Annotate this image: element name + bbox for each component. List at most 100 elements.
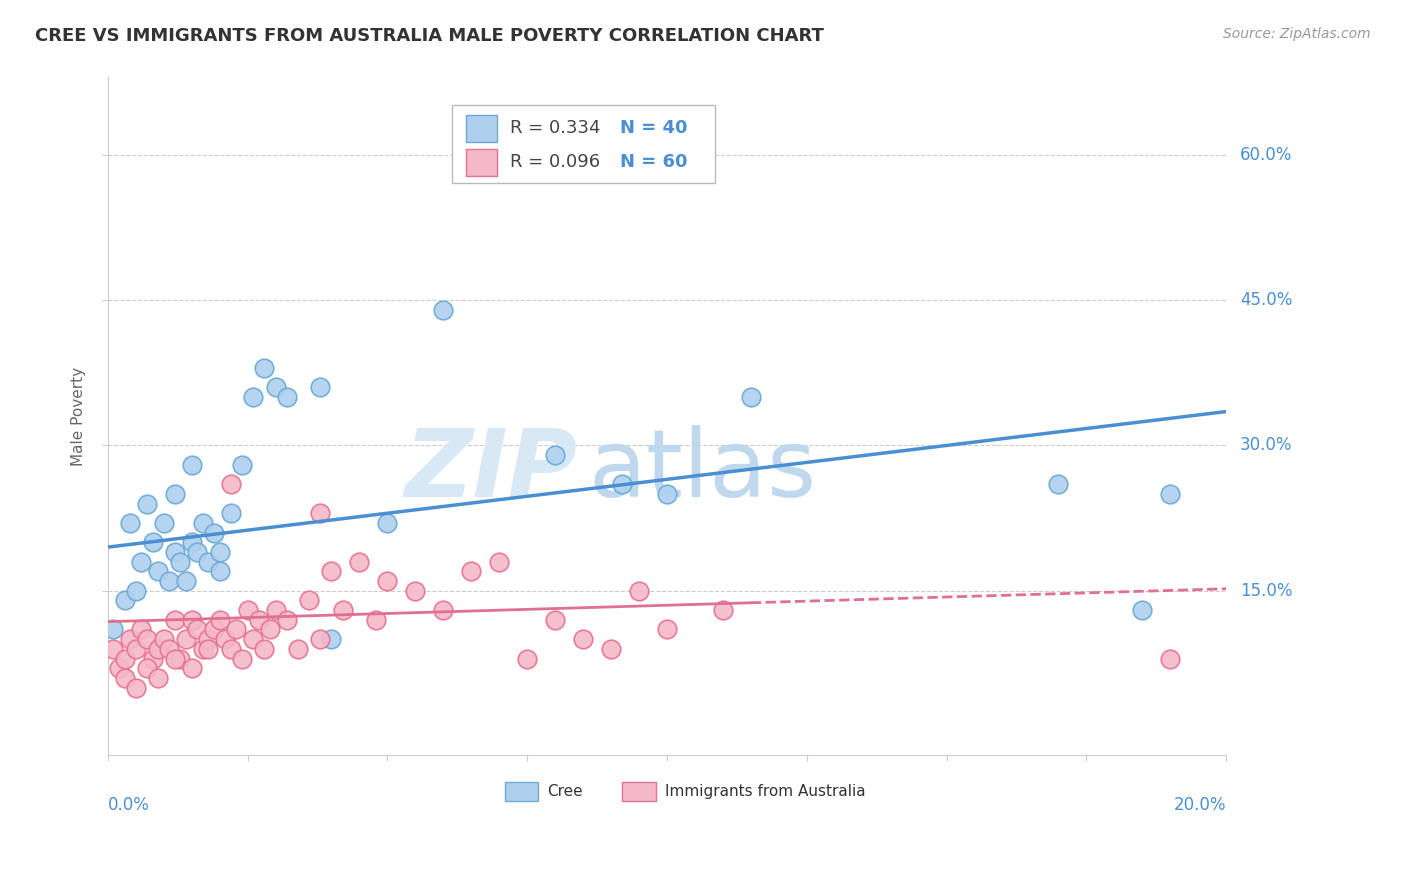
Point (242, 390, 264, 404)
Point (208, 613, 231, 627)
Point (655, 487, 678, 501)
Text: Source: ZipAtlas.com: Source: ZipAtlas.com (1223, 27, 1371, 41)
Bar (623, 782, 655, 801)
Point (152, 632, 174, 647)
Point (404, 583, 426, 598)
Point (163, 613, 186, 627)
Point (332, 603, 354, 617)
Point (114, 671, 136, 685)
Point (186, 623, 208, 637)
Point (208, 545, 231, 559)
Point (135, 632, 157, 647)
Point (186, 545, 208, 559)
Point (169, 555, 191, 569)
Point (191, 641, 214, 656)
Point (219, 641, 242, 656)
Text: 45.0%: 45.0% (1240, 291, 1292, 310)
Point (163, 545, 186, 559)
Point (309, 632, 332, 647)
Point (1159, 651, 1181, 665)
Point (131, 555, 153, 569)
Text: R = 0.096: R = 0.096 (510, 153, 600, 171)
Point (141, 535, 163, 549)
Point (180, 458, 202, 472)
Point (236, 603, 259, 617)
Point (225, 623, 247, 637)
Point (377, 516, 399, 530)
Point (169, 651, 191, 665)
Point (600, 641, 623, 656)
Point (740, 390, 762, 404)
Point (287, 641, 309, 656)
Point (377, 574, 399, 588)
Point (231, 651, 253, 665)
Point (253, 641, 276, 656)
Text: 20.0%: 20.0% (1174, 796, 1226, 814)
Point (264, 603, 287, 617)
Point (163, 487, 186, 501)
Text: 30.0%: 30.0% (1240, 436, 1292, 454)
Text: atlas: atlas (589, 425, 817, 516)
Y-axis label: Male Poverty: Male Poverty (72, 367, 86, 466)
Point (120, 632, 142, 647)
Text: 60.0%: 60.0% (1240, 146, 1292, 164)
Point (157, 641, 180, 656)
Point (349, 555, 371, 569)
Point (125, 641, 148, 656)
Point (219, 506, 242, 520)
FancyBboxPatch shape (453, 104, 716, 183)
Point (276, 390, 298, 404)
Point (309, 506, 332, 520)
Point (219, 477, 242, 491)
Point (114, 651, 136, 665)
Point (120, 516, 142, 530)
Point (131, 623, 153, 637)
Point (152, 516, 174, 530)
Point (1047, 477, 1070, 491)
Point (627, 583, 650, 598)
Point (309, 380, 332, 394)
Point (146, 671, 169, 685)
Point (103, 641, 125, 656)
Bar (465, 149, 496, 176)
Point (163, 651, 186, 665)
Point (1159, 487, 1181, 501)
Point (488, 555, 510, 569)
Point (627, 128, 650, 143)
Point (146, 641, 169, 656)
Text: 15.0%: 15.0% (1240, 582, 1292, 599)
Point (197, 632, 219, 647)
Point (135, 661, 157, 675)
Point (108, 661, 131, 675)
Text: Immigrants from Australia: Immigrants from Australia (665, 784, 865, 799)
Point (202, 623, 225, 637)
Point (247, 613, 270, 627)
Point (298, 593, 321, 607)
Point (321, 632, 343, 647)
Text: Cree: Cree (547, 784, 583, 799)
Point (214, 632, 236, 647)
Point (544, 613, 567, 627)
Point (231, 458, 253, 472)
Text: CREE VS IMMIGRANTS FROM AUSTRALIA MALE POVERTY CORRELATION CHART: CREE VS IMMIGRANTS FROM AUSTRALIA MALE P… (35, 27, 824, 45)
Bar (465, 115, 496, 142)
Point (174, 632, 197, 647)
Point (321, 565, 343, 579)
Point (135, 497, 157, 511)
Point (516, 651, 538, 665)
Text: ZIP: ZIP (405, 425, 578, 516)
Point (572, 632, 595, 647)
Point (208, 565, 231, 579)
Point (259, 623, 281, 637)
Point (432, 302, 454, 317)
Point (432, 603, 454, 617)
Point (366, 613, 388, 627)
Point (125, 681, 148, 695)
Point (253, 361, 276, 376)
Point (460, 565, 482, 579)
Point (174, 574, 197, 588)
Bar (505, 782, 538, 801)
Point (197, 555, 219, 569)
Point (276, 613, 298, 627)
Point (655, 623, 678, 637)
